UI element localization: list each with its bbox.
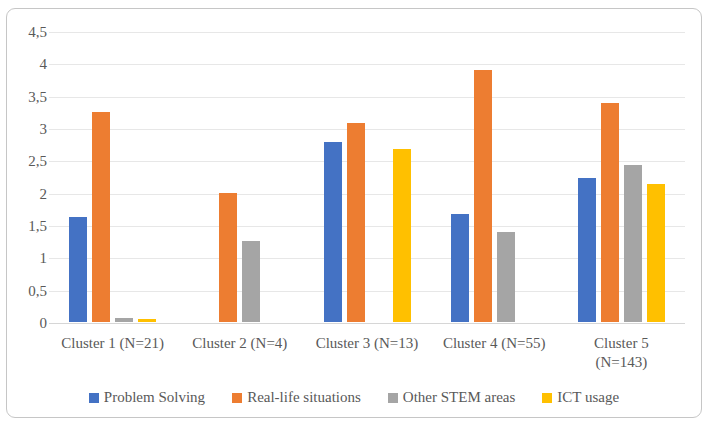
bar-real-life-situations-c1 (92, 112, 110, 322)
gridline (49, 32, 685, 33)
legend-label: ICT usage (557, 389, 619, 406)
gridline (49, 129, 685, 130)
x-category-label: Cluster 1 (N=21) (47, 334, 179, 353)
bar-problem-solving-c1 (69, 217, 87, 322)
x-category-label: Cluster 2 (N=4) (174, 334, 306, 353)
y-tick-label: 4 (7, 57, 47, 72)
y-tick-label: 0 (7, 316, 47, 331)
chart-frame: 00,511,522,533,544,5 Cluster 1 (N=21)Clu… (6, 8, 702, 418)
x-category-label: Cluster 5 (N=143) (555, 334, 687, 372)
x-axis-line (49, 323, 685, 324)
gridline (49, 64, 685, 65)
legend-label: Real-life situations (247, 389, 361, 406)
legend-item-ict-usage: ICT usage (542, 389, 619, 406)
y-tick-label: 3 (7, 122, 47, 137)
legend-item-other-stem-areas: Other STEM areas (388, 389, 515, 406)
y-tick-label: 2,5 (7, 154, 47, 169)
bar-real-life-situations-c2 (219, 193, 237, 322)
y-tick-label: 0,5 (7, 284, 47, 299)
legend: Problem Solving Real-life situations Other… (7, 389, 701, 406)
bar-other-stem-areas-c2 (242, 241, 260, 322)
bar-problem-solving-c3 (324, 142, 342, 322)
bar-problem-solving-c5 (578, 178, 596, 322)
legend-label: Other STEM areas (403, 389, 515, 406)
bar-other-stem-areas-c5 (624, 165, 642, 322)
chart-window: 00,511,522,533,544,5 Cluster 1 (N=21)Clu… (0, 0, 709, 425)
y-tick-label: 1 (7, 251, 47, 266)
bar-real-life-situations-c5 (601, 103, 619, 322)
x-category-label: Cluster 4 (N=55) (428, 334, 560, 353)
legend-swatch-icon (89, 393, 99, 403)
gridline (49, 97, 685, 98)
bar-other-stem-areas-c1 (115, 318, 133, 322)
plot-area (49, 32, 685, 323)
legend-swatch-icon (388, 393, 398, 403)
legend-item-real-life-situations: Real-life situations (232, 389, 361, 406)
y-tick-label: 2 (7, 187, 47, 202)
bar-ict-usage-c3 (393, 149, 411, 322)
bar-problem-solving-c4 (451, 214, 469, 322)
x-category-label: Cluster 3 (N=13) (301, 334, 433, 353)
bar-real-life-situations-c3 (347, 123, 365, 322)
legend-swatch-icon (232, 393, 242, 403)
y-tick-label: 4,5 (7, 25, 47, 40)
legend-label: Problem Solving (104, 389, 205, 406)
legend-swatch-icon (542, 393, 552, 403)
bar-ict-usage-c5 (647, 184, 665, 322)
legend-item-problem-solving: Problem Solving (89, 389, 205, 406)
bar-other-stem-areas-c4 (497, 232, 515, 322)
bar-ict-usage-c1 (138, 319, 156, 322)
y-tick-label: 3,5 (7, 90, 47, 105)
bar-real-life-situations-c4 (474, 70, 492, 322)
gridline (49, 161, 685, 162)
y-tick-label: 1,5 (7, 219, 47, 234)
